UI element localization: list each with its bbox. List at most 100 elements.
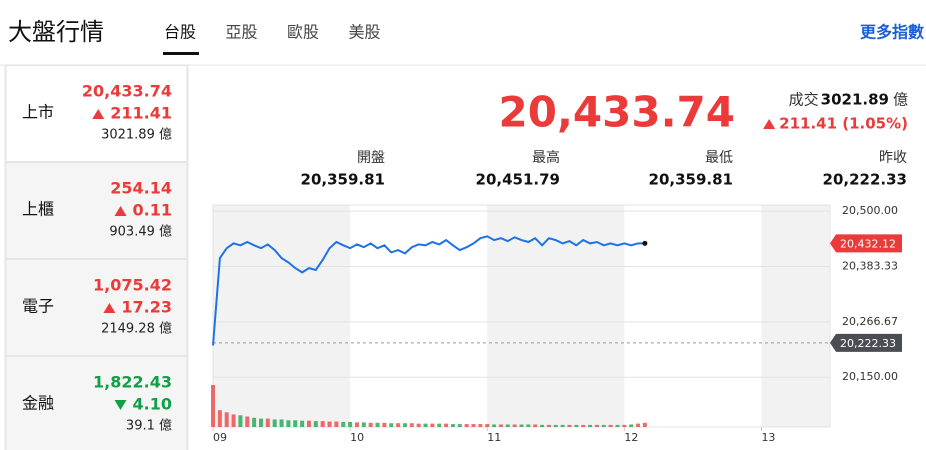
stat-label: 開盤 — [357, 150, 385, 166]
volume-bar — [485, 424, 490, 427]
volume-bar — [608, 424, 613, 427]
market-volume: 2149.28 億 — [101, 321, 172, 337]
volume-bar — [361, 422, 366, 427]
volume-bar — [300, 420, 305, 427]
x-tick-label: 10 — [350, 431, 364, 444]
volume-bar — [382, 422, 387, 427]
direction-icon — [114, 400, 127, 410]
market-row[interactable] — [5, 356, 188, 450]
x-tick-label: 13 — [761, 431, 775, 444]
volume-bar — [533, 424, 538, 427]
volume-bar — [396, 423, 401, 427]
session-band — [487, 205, 625, 427]
market-volume: 39.1 億 — [126, 418, 172, 434]
tab[interactable]: 美股 — [349, 23, 381, 42]
volume-bar — [416, 423, 421, 427]
volume-bar — [375, 422, 380, 427]
session-band — [213, 205, 351, 427]
volume-bar — [313, 421, 318, 427]
volume-bar — [601, 424, 606, 427]
price-line — [212, 235, 645, 346]
direction-icon — [103, 303, 116, 313]
stat-label: 最高 — [532, 149, 560, 166]
volume-bar — [211, 385, 215, 427]
market-change: 17.23 — [121, 298, 172, 317]
market-price: 20,433.74 — [82, 82, 172, 101]
stat-value: 20,359.81 — [301, 171, 385, 189]
more-link[interactable]: 更多指數 — [860, 23, 924, 42]
x-tick-label: 11 — [487, 431, 501, 444]
stat-value: 20,359.81 — [649, 171, 733, 189]
volume-unit: 億 — [893, 91, 908, 109]
volume-bar — [519, 424, 524, 427]
volume-bar — [622, 424, 627, 427]
volume-bar — [217, 410, 222, 427]
direction-icon — [114, 206, 127, 216]
tab[interactable]: 亞股 — [226, 23, 258, 42]
volume-bar — [546, 424, 551, 427]
last-point — [642, 240, 648, 246]
volume-bar — [389, 423, 394, 427]
volume-bar — [423, 423, 428, 427]
volume-bar — [581, 424, 586, 427]
volume-bar — [457, 424, 462, 427]
x-tick-label: 09 — [213, 431, 227, 444]
volume-bar — [629, 424, 634, 427]
stat-value: 20,451.79 — [476, 171, 560, 189]
volume-bar — [574, 424, 579, 427]
volume-bar — [615, 424, 620, 427]
volume-bar — [471, 424, 476, 427]
volume-bar — [492, 424, 497, 427]
stat-value: 20,222.33 — [823, 171, 907, 189]
volume-bar — [341, 421, 346, 427]
volume-bar — [642, 422, 647, 427]
volume-bar — [567, 424, 572, 427]
volume-bar — [450, 424, 455, 427]
volume-bar — [334, 421, 339, 427]
volume-bar — [286, 420, 291, 427]
market-row[interactable] — [5, 259, 188, 356]
y-tick-label: 20,150.00 — [842, 370, 898, 383]
volume-bar — [245, 416, 250, 427]
volume-bar — [430, 423, 435, 427]
volume-bar — [444, 423, 449, 427]
market-change: 0.11 — [133, 201, 172, 220]
volume-bar — [238, 415, 243, 427]
price-tag-label: 20,432.12 — [840, 237, 896, 250]
tab[interactable]: 歐股 — [287, 23, 319, 42]
main-price: 20,433.74 — [499, 88, 735, 137]
market-name: 金融 — [22, 394, 54, 413]
market-change: 211.41 — [110, 104, 172, 123]
direction-icon — [92, 109, 105, 119]
volume-bar — [478, 424, 483, 427]
volume-bar — [636, 423, 641, 427]
volume-label: 成交 — [789, 91, 819, 109]
volume-bar — [512, 424, 517, 427]
stat-label: 昨收 — [879, 150, 907, 166]
y-tick-label: 20,383.33 — [842, 260, 898, 273]
price-tag-label: 20,222.33 — [840, 337, 896, 350]
volume-bar — [594, 424, 599, 427]
market-row[interactable] — [5, 162, 188, 259]
market-price: 1,822.43 — [93, 373, 172, 392]
tab-underline — [163, 52, 199, 55]
volume-bar — [258, 418, 263, 427]
volume-bar — [402, 423, 407, 427]
volume-value: 3021.89 — [821, 91, 889, 109]
tab[interactable]: 台股 — [164, 23, 196, 42]
market-volume: 3021.89 億 — [101, 127, 172, 143]
volume-bar — [498, 424, 503, 427]
volume-bar — [354, 422, 359, 427]
y-tick-label: 20,500.00 — [842, 204, 898, 217]
volume-bar — [560, 424, 565, 427]
price-tag — [830, 234, 902, 253]
volume-bar — [293, 420, 298, 427]
volume-bar — [588, 424, 593, 427]
volume-bar — [272, 419, 277, 427]
market-volume: 903.49 億 — [109, 224, 172, 240]
volume-bar — [464, 424, 469, 427]
volume-bar — [327, 421, 332, 427]
market-change: 4.10 — [133, 395, 172, 414]
volume-bar — [279, 419, 284, 427]
